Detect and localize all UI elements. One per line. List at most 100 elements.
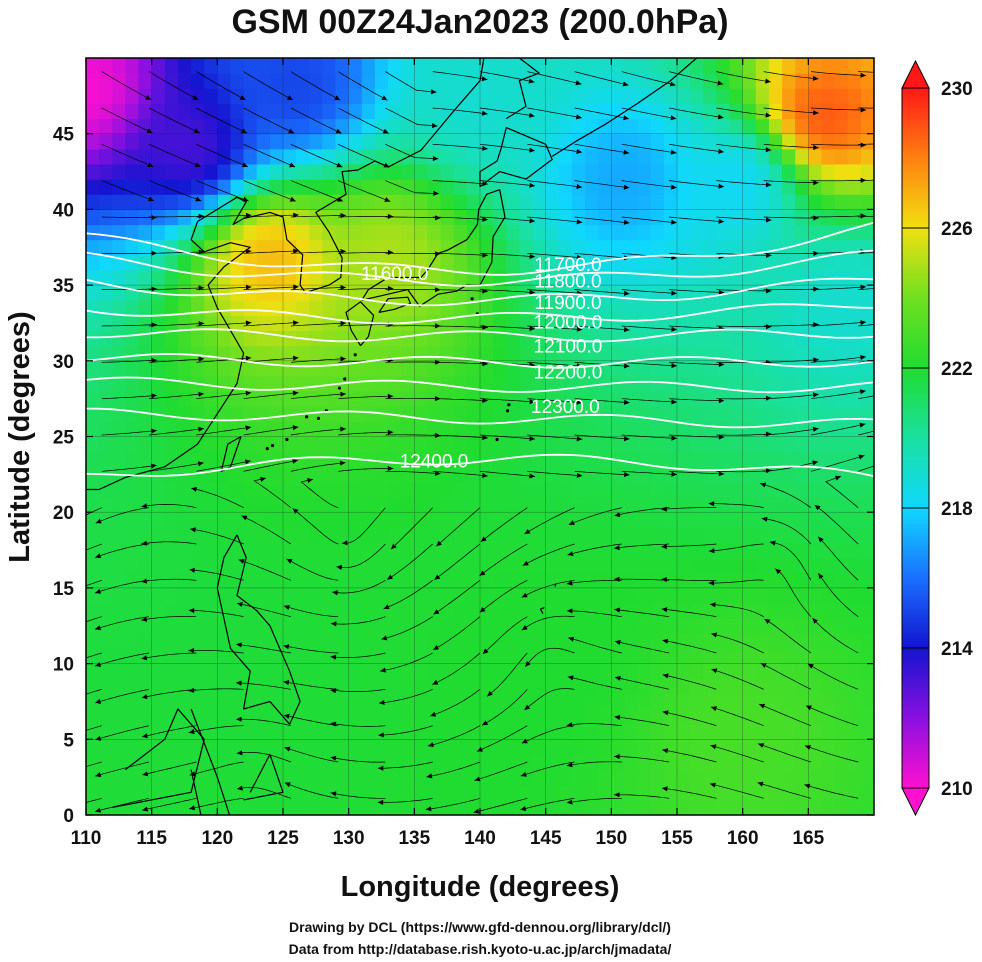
streamline <box>432 71 488 80</box>
field-cell <box>348 315 363 332</box>
field-cell <box>125 784 140 801</box>
field-cell <box>677 799 691 815</box>
field-cell <box>361 406 376 422</box>
field-cell <box>414 436 428 453</box>
field-cell <box>230 103 245 120</box>
field-cell <box>624 512 639 528</box>
field-cell <box>571 436 586 453</box>
field-cell <box>532 300 547 316</box>
field-cell <box>335 330 350 347</box>
field-cell <box>112 799 126 815</box>
field-cell <box>283 133 297 150</box>
field-cell <box>414 239 428 256</box>
field-cell <box>164 436 179 453</box>
field-cell <box>821 587 836 604</box>
field-cell <box>834 618 849 634</box>
field-cell <box>663 164 678 180</box>
field-cell <box>217 103 231 120</box>
field-cell <box>348 693 363 710</box>
field-cell <box>690 693 704 710</box>
field-cell <box>821 73 836 89</box>
field-cell <box>453 239 468 256</box>
field-cell <box>782 724 796 740</box>
streamline-arrow <box>307 478 313 483</box>
field-cell <box>99 391 113 407</box>
field-cell <box>768 73 783 89</box>
streamline <box>241 515 292 545</box>
field-cell <box>243 481 258 498</box>
field-cell <box>401 618 415 634</box>
streamline <box>858 107 874 109</box>
field-cell <box>322 527 337 543</box>
field-cell <box>663 194 678 210</box>
field-cell <box>545 512 560 528</box>
field-cell <box>519 330 534 347</box>
field-cell <box>571 224 586 241</box>
field-cell <box>269 648 284 665</box>
colorbar-tick-label: 214 <box>941 639 973 660</box>
streamline-arrow <box>293 284 299 290</box>
streamline <box>196 392 252 400</box>
field-cell <box>703 254 717 271</box>
field-cell <box>269 587 284 604</box>
field-cell <box>545 224 560 241</box>
streamline-arrow <box>198 213 205 219</box>
field-cell <box>729 345 744 362</box>
field-cell <box>466 103 481 120</box>
field-cell <box>453 270 468 286</box>
field-cell <box>335 663 350 680</box>
field-cell <box>374 618 389 634</box>
field-cell <box>388 239 402 256</box>
field-cell <box>243 557 258 574</box>
field-cell <box>348 88 363 104</box>
field-cell <box>677 285 691 301</box>
field-cell <box>361 542 376 559</box>
field-cell <box>322 481 337 498</box>
field-cell <box>138 315 153 332</box>
field-cell <box>348 164 363 180</box>
field-cell <box>545 542 560 559</box>
field-cell <box>755 133 770 150</box>
field-cell <box>716 497 731 513</box>
streamline <box>566 610 622 618</box>
field-cell <box>466 557 481 574</box>
field-cell <box>348 481 363 498</box>
field-cell <box>847 724 862 740</box>
streamline-arrow <box>661 607 668 613</box>
field-cell <box>493 693 507 710</box>
field-cell <box>243 784 258 801</box>
streamline <box>377 761 433 769</box>
field-cell <box>742 709 757 725</box>
field-cell <box>729 709 744 725</box>
field-cell <box>427 784 442 801</box>
field-cell <box>283 406 297 422</box>
field-cell <box>151 784 166 801</box>
streamline <box>574 470 630 476</box>
streamline-arrow <box>244 459 251 465</box>
streamline <box>290 215 347 218</box>
field-cell <box>99 481 113 498</box>
field-cell <box>860 512 874 528</box>
field-cell <box>506 481 520 498</box>
field-cell <box>808 557 822 574</box>
field-cell <box>401 603 415 619</box>
streamline-arrow <box>95 518 102 524</box>
streamline <box>243 459 298 472</box>
field-cell <box>427 360 442 377</box>
streamline <box>621 289 677 294</box>
field-cell <box>493 603 507 619</box>
field-cell <box>243 315 258 332</box>
field-cell <box>690 436 704 453</box>
field-cell <box>729 497 744 513</box>
field-cell <box>519 224 534 241</box>
streamline <box>810 107 867 111</box>
streamline <box>661 543 717 548</box>
field-cell <box>348 300 363 316</box>
field-cell <box>493 118 507 135</box>
field-cell <box>164 784 179 801</box>
streamline <box>433 580 481 615</box>
field-cell <box>151 663 166 680</box>
streamline <box>432 289 488 292</box>
field-cell <box>808 724 822 740</box>
field-cell <box>283 391 297 407</box>
